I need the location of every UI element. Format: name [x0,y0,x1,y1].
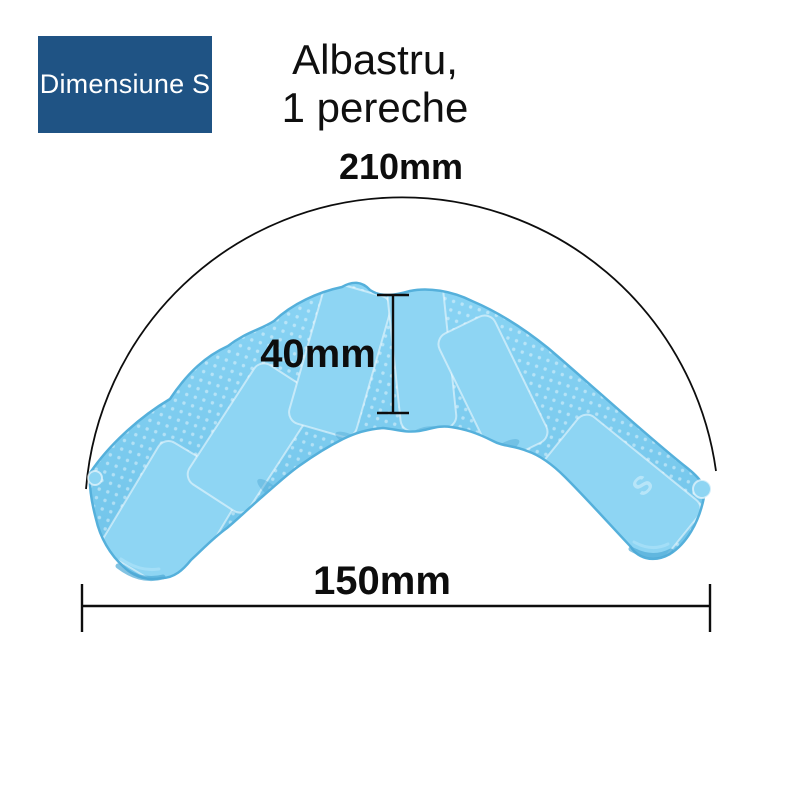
finger-height-measure: 40mm [260,293,409,415]
arc-width-label: 210mm [339,146,463,187]
width-measure-arc [85,196,717,490]
finger-height-label: 40mm [260,332,376,376]
size-badge-label: Dimensiune S [39,69,211,99]
fin-right-tip-curl [628,546,674,558]
fin-left-tip-curl [115,563,166,582]
product-title-line2: 1 pereche [281,84,469,131]
size-badge: Dimensiune S [38,36,212,133]
palm-width-measure: 150mm [80,559,712,632]
fin-finger-panel [186,362,318,514]
fin-left-tip-highlight [119,557,161,571]
fin-right-corner-knob [692,479,712,499]
palm-width-label: 150mm [313,559,451,603]
fin-right-tip-highlight [632,540,670,549]
product-title-line1: Albastru, [292,36,458,83]
fin-left-corner-knob [87,470,103,486]
product-title: Albastru, 1 pereche [230,36,520,132]
fin-finger-panel [288,282,392,438]
fin-outline [88,281,706,581]
swim-fin-product-photo: S [87,281,712,582]
